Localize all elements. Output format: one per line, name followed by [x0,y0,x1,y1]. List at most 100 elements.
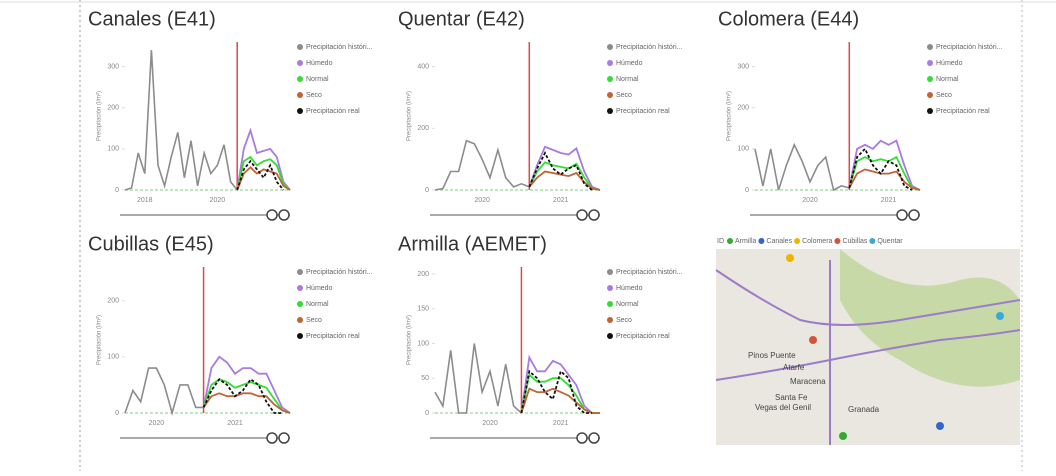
y-tick-label: 100 [417,340,429,347]
y-tick-label: 50 [421,375,429,382]
slider-handle[interactable] [577,433,587,443]
legend-label: Normal [306,301,329,308]
y-axis-label: Precipitación (l/m²) [727,91,733,141]
y-tick-label: 150 [417,306,429,313]
chart-title: Colomera (E44) [718,8,859,30]
legend-label: Húmedo [616,60,643,67]
y-tick-label: 200 [737,105,749,112]
map-legend-marker [727,238,733,244]
map-place-label: Pinos Puente [748,351,796,360]
map-legend-marker [834,238,840,244]
legend-marker [297,333,303,339]
legend-marker [607,92,613,98]
map-marker[interactable] [809,336,817,344]
legend-marker [297,92,303,98]
y-tick-label: 100 [107,354,119,361]
y-tick-label: 0 [115,187,119,194]
legend-marker [607,317,613,323]
series-line [521,375,600,413]
y-tick-label: 300 [737,64,749,71]
slider-handle[interactable] [577,210,587,220]
legend-marker [607,285,613,291]
map-place-label: Vegas del Genil [755,403,811,412]
series-line [435,141,529,190]
map-marker[interactable] [936,422,944,430]
series-line [529,153,592,190]
legend-label: Seco [306,92,322,99]
map-legend-label: Colomera [802,238,832,245]
map-legend-label: Cubillas [842,238,867,245]
slider-handle[interactable] [909,210,919,220]
legend-label: Precipitación real [306,108,360,115]
legend-label: Seco [616,317,632,324]
legend-label: Precipitación históri... [306,269,373,276]
slider-handle[interactable] [279,210,289,220]
map-legend-marker [758,238,764,244]
legend-marker [297,301,303,307]
slider-handle[interactable] [267,433,277,443]
legend-marker [927,60,933,66]
map-place-label: Santa Fe [775,393,808,402]
dashboard: Pinos Puente Atarfe Maracena Santa FeVegas … [0,0,1056,471]
slider-handle[interactable] [589,433,599,443]
series-line [125,50,237,190]
legend-marker [927,108,933,114]
legend-marker [297,76,303,82]
legend-label: Precipitación real [936,108,990,115]
series-line [521,357,600,413]
y-axis-label: Precipitación (l/m²) [97,91,103,141]
legend-marker [607,44,613,50]
x-tick-label: 2020 [474,197,490,204]
map-place-label: Atarfe [783,363,805,372]
legend-marker [297,44,303,50]
legend-label: Normal [616,76,639,83]
x-tick-label: 2020 [482,420,498,427]
map-marker[interactable] [996,312,1004,320]
legend-label: Húmedo [306,285,333,292]
legend-label: Precipitación históri... [306,44,373,51]
y-tick-label: 300 [107,64,119,71]
x-tick-label: 2020 [802,197,818,204]
legend-label: Precipitación históri... [616,269,683,276]
y-tick-label: 400 [417,64,429,71]
y-tick-label: 0 [115,410,119,417]
legend-label: Húmedo [936,60,963,67]
slider-handle[interactable] [267,210,277,220]
chart-title: Armilla (AEMET) [398,233,547,255]
y-tick-label: 200 [417,271,429,278]
chart-title: Quentar (E42) [398,8,525,30]
map-legend-marker [794,238,800,244]
legend-label: Precipitación real [306,333,360,340]
series-line [755,145,849,190]
legend-marker [927,44,933,50]
series-line [125,368,204,413]
legend-label: Precipitación real [616,333,670,340]
map-place-label: Maracena [790,377,826,386]
legend-label: Seco [306,317,322,324]
x-tick-label: 2021 [227,420,243,427]
x-tick-label: 2021 [881,197,897,204]
y-tick-label: 100 [107,146,119,153]
map[interactable]: Pinos Puente Atarfe Maracena Santa FeVegas … [716,249,1020,445]
map-marker[interactable] [839,432,847,440]
x-tick-label: 2020 [149,420,165,427]
legend-label: Precipitación real [616,108,670,115]
map-legend-marker [869,238,875,244]
map-place-label: Granada [848,405,880,414]
y-tick-label: 0 [425,187,429,194]
map-marker[interactable] [786,254,794,262]
slider-handle[interactable] [897,210,907,220]
legend-label: Normal [306,76,329,83]
legend-marker [297,108,303,114]
y-tick-label: 200 [107,105,119,112]
legend-label: Normal [936,76,959,83]
y-axis-label: Precipitación (l/m²) [407,91,413,141]
slider-handle[interactable] [279,433,289,443]
legend-label: Precipitación históri... [936,44,1003,51]
legend-label: Normal [616,301,639,308]
x-tick-label: 2021 [553,420,569,427]
y-axis-label: Precipitación (l/m²) [407,315,413,365]
slider-handle[interactable] [589,210,599,220]
legend-marker [297,285,303,291]
chart-title: Cubillas (E45) [88,233,214,255]
